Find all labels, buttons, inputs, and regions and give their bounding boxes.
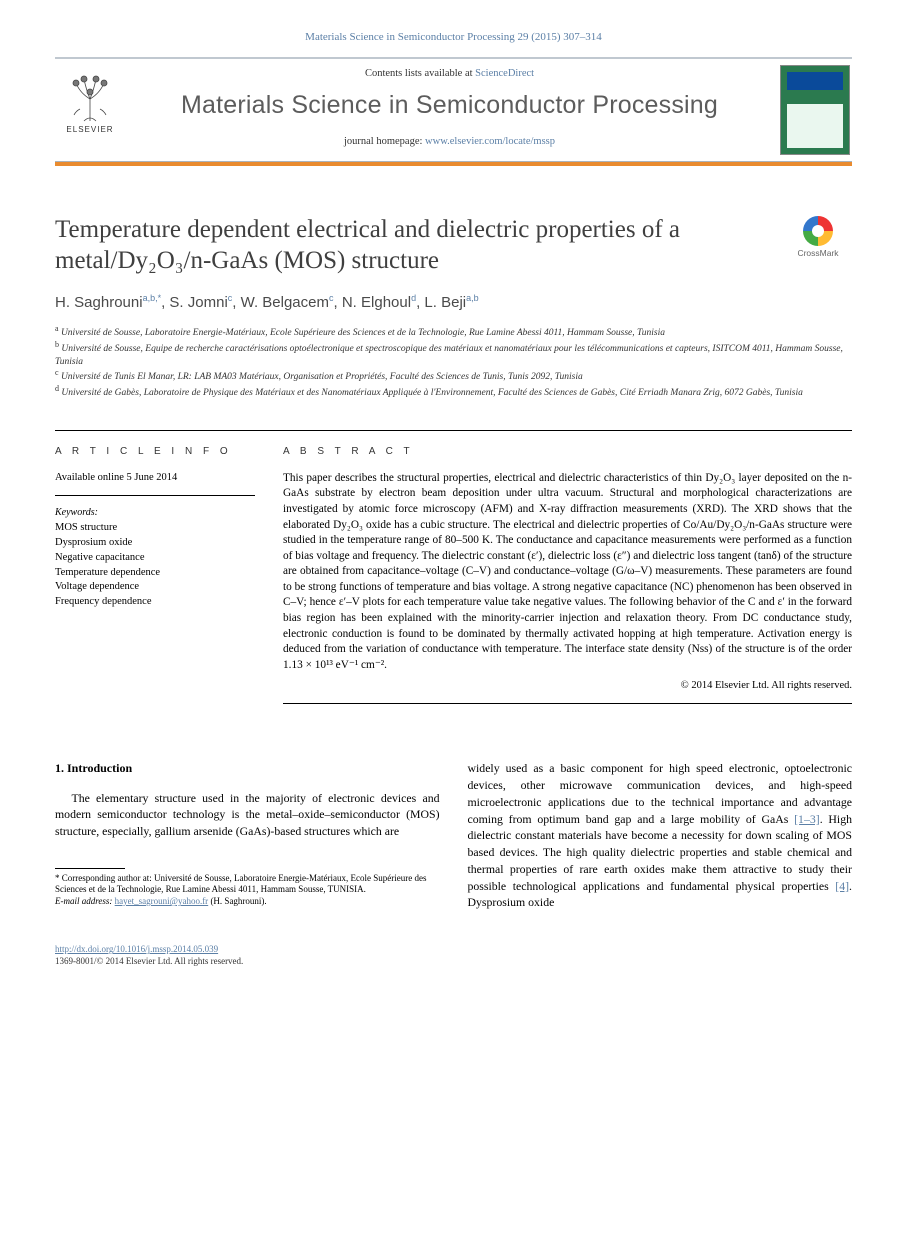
author-list: H. Saghrounia,b,*, S. Jomnic, W. Belgace…	[55, 292, 852, 313]
abstract-heading: A B S T R A C T	[283, 445, 852, 459]
journal-title: Materials Science in Semiconductor Proce…	[129, 89, 770, 123]
keyword: Voltage dependence	[55, 580, 255, 595]
footnote-star: *	[55, 873, 62, 883]
homepage-link[interactable]: www.elsevier.com/locate/mssp	[425, 136, 555, 147]
crossmark-icon	[803, 216, 833, 246]
publisher-name: ELSEVIER	[66, 125, 113, 136]
journal-cover-thumbnail	[780, 65, 850, 155]
body-column-right: widely used as a basic component for hig…	[468, 760, 853, 911]
reference-link[interactable]: [1–3]	[794, 812, 820, 826]
article-info-heading: A R T I C L E I N F O	[55, 445, 255, 459]
author: L. Bejia,b	[424, 294, 478, 311]
author: S. Jomnic	[169, 294, 232, 311]
keyword: MOS structure	[55, 521, 255, 536]
body-column-left: 1. Introduction The elementary structure…	[55, 760, 440, 911]
contents-prefix: Contents lists available at	[365, 68, 475, 79]
crossmark-label: CrossMark	[797, 248, 838, 259]
abstract-bottom-rule	[283, 703, 852, 704]
abstract-text: This paper describes the structural prop…	[283, 471, 852, 674]
homepage-prefix: journal homepage:	[344, 136, 425, 147]
affiliation: a Université de Sousse, Laboratoire Ener…	[55, 324, 852, 340]
elsevier-tree-icon	[66, 75, 114, 123]
email-attribution: (H. Saghrouni).	[208, 896, 267, 906]
abstract-box: A B S T R A C T This paper describes the…	[283, 430, 852, 704]
keyword: Negative capacitance	[55, 551, 255, 566]
author-email-link[interactable]: hayet_sagrouni@yahoo.fr	[115, 896, 209, 906]
affiliations: a Université de Sousse, Laboratoire Ener…	[55, 324, 852, 401]
publisher-logo: ELSEVIER	[55, 67, 125, 153]
page-footer: http://dx.doi.org/10.1016/j.mssp.2014.05…	[55, 943, 852, 967]
author: H. Saghrounia,b,*	[55, 294, 161, 311]
author: N. Elghould	[342, 294, 416, 311]
email-label: E-mail address:	[55, 896, 115, 906]
available-online: Available online 5 June 2014	[55, 471, 255, 496]
orange-divider	[55, 162, 852, 166]
issn-copyright: 1369-8001/© 2014 Elsevier Ltd. All right…	[55, 956, 243, 966]
doi-link[interactable]: http://dx.doi.org/10.1016/j.mssp.2014.05…	[55, 944, 218, 954]
affiliation: b Université de Sousse, Equipe de recher…	[55, 340, 852, 369]
section-heading: 1. Introduction	[55, 760, 440, 777]
keywords-list: MOS structure Dysprosium oxide Negative …	[55, 521, 255, 609]
body-paragraph: The elementary structure used in the maj…	[55, 790, 440, 840]
keyword: Temperature dependence	[55, 566, 255, 581]
article-info-box: A R T I C L E I N F O Available online 5…	[55, 430, 255, 704]
affiliation: d Université de Gabès, Laboratoire de Ph…	[55, 384, 852, 400]
keywords-heading: Keywords:	[55, 506, 255, 520]
keyword: Dysprosium oxide	[55, 536, 255, 551]
reference-link[interactable]: [4]	[835, 879, 849, 893]
footnote-text: Corresponding author at: Université de S…	[55, 873, 426, 895]
copyright-line: © 2014 Elsevier Ltd. All rights reserved…	[283, 679, 852, 693]
sciencedirect-link[interactable]: ScienceDirect	[475, 68, 534, 79]
crossmark-badge[interactable]: CrossMark	[784, 214, 852, 262]
article-title: Temperature dependent electrical and die…	[55, 214, 764, 277]
keyword: Frequency dependence	[55, 595, 255, 610]
body-paragraph: widely used as a basic component for hig…	[468, 760, 853, 911]
footnote-rule	[55, 868, 125, 869]
journal-homepage: journal homepage: www.elsevier.com/locat…	[129, 135, 770, 149]
citation-line: Materials Science in Semiconductor Proce…	[55, 30, 852, 57]
contents-available: Contents lists available at ScienceDirec…	[129, 67, 770, 81]
corresponding-author-note: * Corresponding author at: Université de…	[55, 873, 440, 908]
masthead: ELSEVIER Contents lists available at Sci…	[55, 57, 852, 162]
author: W. Belgacemc	[241, 294, 334, 311]
affiliation: c Université de Tunis El Manar, LR: LAB …	[55, 368, 852, 384]
